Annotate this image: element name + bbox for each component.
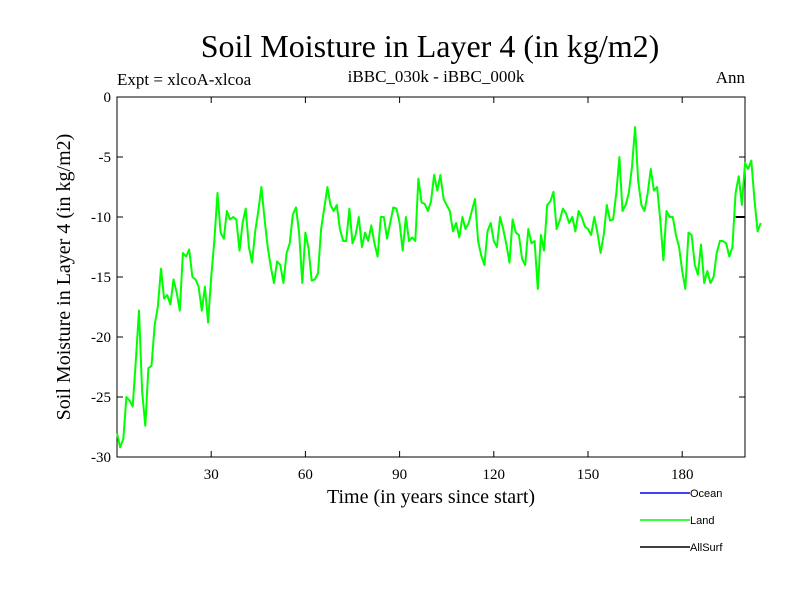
x-tick-label: 60 bbox=[298, 467, 313, 483]
legend-label-ocean: Ocean bbox=[690, 488, 722, 500]
legend-label-land: Land bbox=[690, 515, 714, 527]
y-tick-label: -20 bbox=[91, 330, 111, 346]
series-group bbox=[116, 126, 762, 449]
x-tick-label: 30 bbox=[204, 467, 219, 483]
chart-subtitle-right: Ann bbox=[716, 68, 746, 87]
y-tick-label: -25 bbox=[91, 390, 111, 406]
legend-label-allsurf: AllSurf bbox=[690, 542, 723, 554]
y-axis: 0 -5 -10 -15 -20 -25 -30 bbox=[91, 90, 745, 466]
y-axis-label: Soil Moisture in Layer 4 (in kg/m2) bbox=[53, 134, 75, 421]
x-tick-label: 180 bbox=[671, 467, 694, 483]
legend: Ocean Land AllSurf bbox=[640, 488, 723, 554]
chart-subtitle-left: Expt = xlcoA-xlcoa bbox=[117, 70, 252, 89]
chart-subtitle-center: iBBC_030k - iBBC_000k bbox=[348, 67, 525, 86]
y-tick-label: -10 bbox=[91, 210, 111, 226]
x-tick-label: 120 bbox=[483, 467, 506, 483]
x-axis-label: Time (in years since start) bbox=[327, 486, 535, 508]
x-axis: 30 60 90 120 150 180 bbox=[204, 97, 694, 483]
y-tick-label: 0 bbox=[104, 90, 112, 106]
series-line-land bbox=[116, 126, 762, 449]
y-tick-label: -15 bbox=[91, 270, 111, 286]
chart-title: Soil Moisture in Layer 4 (in kg/m2) bbox=[201, 28, 660, 64]
y-tick-label: -5 bbox=[99, 150, 112, 166]
x-tick-label: 90 bbox=[392, 467, 407, 483]
y-tick-label: -30 bbox=[91, 450, 111, 466]
x-tick-label: 150 bbox=[577, 467, 600, 483]
